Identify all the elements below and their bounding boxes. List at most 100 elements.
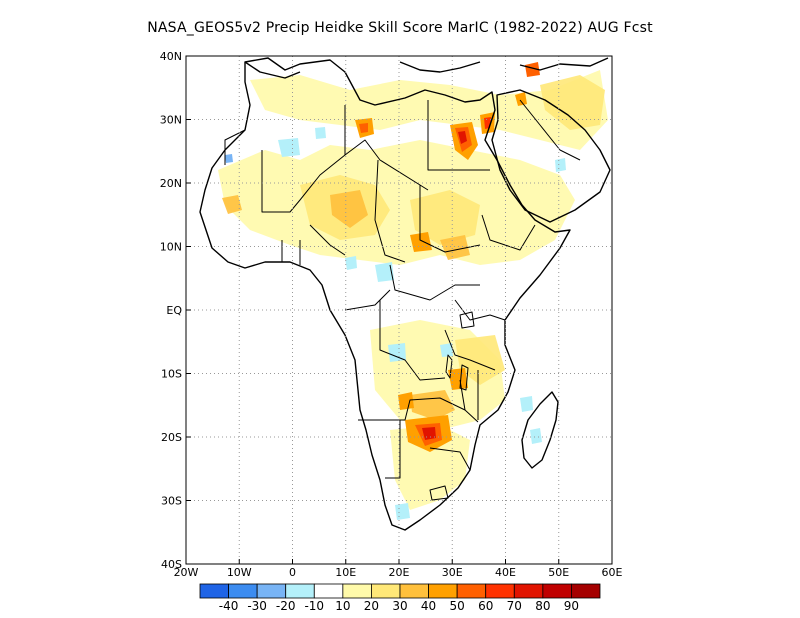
lon-tick-label: 50E (548, 566, 569, 579)
skill-patch (525, 62, 540, 77)
lat-tick-label: 10S (161, 368, 182, 381)
border (344, 289, 391, 311)
colorbar-label: -20 (276, 599, 296, 613)
colorbar-swatch (256, 583, 287, 599)
border (379, 300, 446, 381)
colorbar-label: 40 (421, 599, 436, 613)
colorbar-swatch (513, 583, 544, 599)
europe-coastline (519, 57, 609, 71)
lat-tick-label: 10N (160, 241, 182, 254)
skill-patch (410, 390, 455, 420)
skill-patch (250, 70, 608, 150)
lake (445, 354, 453, 379)
skill-patch (278, 138, 300, 157)
lon-tick-label: 10W (227, 566, 252, 579)
lon-tick-label: 60E (602, 566, 623, 579)
colorbar-label: 90 (564, 599, 579, 613)
europe-coastline (244, 61, 301, 79)
colorbar-swatch (428, 583, 458, 599)
skill-patch (440, 343, 453, 357)
border (309, 224, 346, 256)
colorbar-swatch (285, 583, 315, 599)
lake (459, 364, 469, 391)
skill-patch (388, 343, 406, 362)
lat-tick-label: 20S (161, 431, 182, 444)
skill-patch (530, 428, 542, 444)
colorbar-swatch (399, 583, 429, 599)
colorbar-label: -30 (247, 599, 267, 613)
lake (429, 485, 449, 501)
country-borders (224, 99, 581, 501)
skill-patch (540, 75, 605, 130)
lon-tick-label: 30E (442, 566, 463, 579)
border (427, 100, 490, 171)
colorbar-swatch (313, 583, 344, 599)
skill-patch (395, 503, 410, 520)
skill-patch (458, 131, 467, 144)
lat-tick-label: EQ (166, 304, 182, 317)
colorbar-swatch (199, 583, 229, 599)
skill-patch (520, 396, 533, 412)
skill-patch (390, 425, 470, 510)
colorbar-swatch (371, 583, 401, 599)
lat-tick-label: 40S (161, 558, 182, 571)
skill-patch (330, 190, 368, 228)
skill-patch (375, 262, 394, 282)
lat-tick-label: 40N (160, 50, 182, 63)
colorbar-label: -40 (219, 599, 239, 613)
colorbar-swatch (542, 583, 572, 599)
colorbar-label: 20 (364, 599, 379, 613)
border (374, 159, 406, 263)
skill-patch (440, 235, 470, 260)
border (224, 129, 246, 165)
skill-score-field (218, 62, 608, 520)
border (519, 99, 581, 161)
skill-patch (225, 154, 233, 163)
skill-patch (218, 140, 575, 265)
axis-ticks: 20W 10W 0 10E 20E 30E 40E 50E 60E 40N 30N 20N 10N EQ 1… (160, 50, 623, 579)
border (419, 185, 481, 253)
skill-patch (359, 123, 368, 133)
lake (459, 311, 475, 329)
lon-tick-label: 10E (335, 566, 356, 579)
colorbar-label: 60 (478, 599, 493, 613)
border (389, 264, 480, 301)
lon-tick-label: 20E (389, 566, 410, 579)
madagascar-coastline (521, 391, 559, 469)
africa-coastline (199, 57, 571, 531)
skill-patch (410, 190, 480, 245)
colorbar-swatch (342, 583, 372, 599)
skill-patch (345, 256, 357, 270)
colorbar-label: -10 (304, 599, 324, 613)
colorbar-swatch (228, 583, 258, 599)
lat-tick-label: 20N (160, 177, 182, 190)
colorbar-label: 10 (335, 599, 350, 613)
chart-title: NASA_GEOS5v2 Precip Heidke Skill Score M… (147, 20, 653, 36)
skill-patch (222, 195, 242, 214)
colorbar-swatch (456, 583, 487, 599)
border (429, 447, 471, 471)
europe-coastline (399, 61, 481, 73)
border (358, 397, 479, 423)
skill-patch (555, 158, 566, 172)
colorbar-swatch (571, 583, 601, 599)
colorbar-label: 30 (392, 599, 407, 613)
lon-tick-label: 0 (289, 566, 296, 579)
coastlines (199, 57, 611, 531)
graticule (186, 56, 612, 564)
skill-patch (422, 427, 436, 440)
arabia-coastline (491, 89, 611, 223)
colorbar-label: 80 (535, 599, 550, 613)
border (261, 139, 429, 213)
colorbar: -40 -30 -20 -10 10 20 30 40 50 60 70 80 90 (199, 583, 601, 613)
border (459, 379, 466, 411)
lon-tick-label: 20W (174, 566, 199, 579)
colorbar-label: 70 (507, 599, 522, 613)
border (444, 329, 496, 371)
colorbar-swatch (485, 583, 515, 599)
lat-tick-label: 30S (161, 495, 182, 508)
border (385, 420, 401, 479)
colorbar-label: 50 (450, 599, 465, 613)
skill-patch (398, 392, 414, 410)
